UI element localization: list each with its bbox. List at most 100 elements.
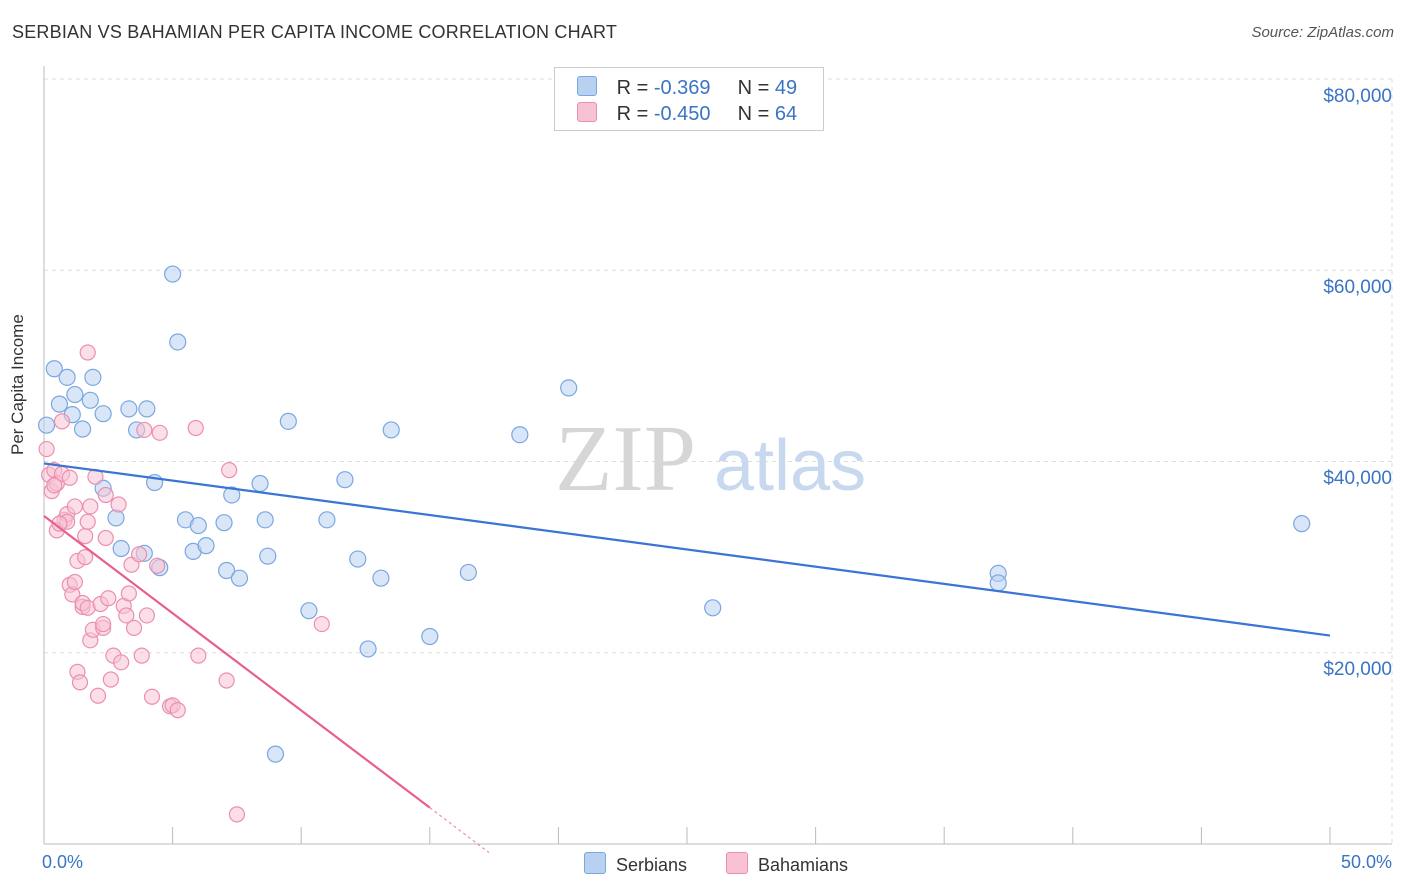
bahamians-n-value: 64 (774, 103, 798, 125)
bahamians-r-value: -0.450 (653, 103, 711, 125)
legend-item-serbians[interactable]: Serbians (584, 852, 687, 876)
bahamians-point (77, 527, 94, 545)
bahamians-point (77, 549, 94, 566)
bahamians-point (143, 688, 161, 705)
bahamians-point (187, 419, 204, 437)
serbians-point (230, 569, 249, 587)
bahamians-point (125, 619, 143, 636)
serbians-point (66, 385, 84, 404)
serbians-point (169, 333, 187, 351)
serbians-point (112, 539, 130, 558)
bahamians-point (136, 421, 153, 439)
serbians-point (189, 516, 207, 535)
r-label: R = (616, 103, 649, 125)
trend-lines (43, 462, 1331, 854)
bahamians-point (110, 496, 127, 513)
bahamians-point (79, 344, 96, 361)
serbians-point (300, 602, 318, 620)
serbians-point (73, 420, 92, 438)
serbians-point (218, 561, 236, 580)
x-tick-label-min: 0.0% (42, 852, 84, 872)
serbians-point (704, 599, 722, 617)
serbians-r-value: -0.369 (653, 77, 711, 99)
serbians-point (50, 395, 69, 413)
serbians-point (989, 574, 1007, 592)
serbians-point (318, 511, 336, 529)
bahamians-point (97, 529, 114, 547)
bahamians-point (221, 462, 238, 479)
bahamians-point (131, 546, 148, 563)
data-points (37, 265, 1311, 823)
serbians-point (336, 471, 354, 489)
serbians-swatch (577, 76, 597, 96)
bahamians-point (113, 654, 130, 671)
bahamians-point (313, 615, 330, 633)
chart-source: Source: ZipAtlas.com (1251, 24, 1394, 41)
bahamians-point (218, 672, 235, 689)
bahamians-point (95, 615, 112, 633)
y-tick-label: $80,000 (1323, 86, 1392, 107)
serbians-point (256, 511, 274, 529)
bahamians-trend-extension (429, 807, 490, 854)
bahamians-point (97, 486, 114, 504)
bahamians-legend-label: Bahamians (758, 855, 849, 875)
serbians-point (58, 368, 76, 386)
bahamians-point (53, 413, 71, 430)
serbians-legend-swatch (584, 852, 606, 874)
watermark-zip: ZIP (555, 407, 696, 511)
serbians-point (94, 405, 112, 423)
serbians-trend-line (43, 462, 1331, 637)
serbians-point (164, 265, 182, 283)
legend-row-serbians: R = -0.369 N = 49 (577, 76, 797, 100)
n-label: N = (737, 103, 770, 125)
serbians-point (560, 379, 578, 397)
serbians-point (45, 360, 63, 378)
serbians-point (251, 474, 269, 493)
serbians-point (421, 627, 439, 646)
serbians-legend-label: Serbians (616, 855, 688, 875)
serbians-point (107, 509, 125, 527)
bahamians-point (51, 515, 68, 532)
serbians-point (511, 426, 529, 444)
bahamians-point (149, 557, 166, 574)
bahamians-point (190, 647, 207, 664)
bahamians-point (66, 573, 83, 591)
watermark-atlas: atlas (714, 426, 866, 506)
serbians-point (372, 569, 390, 587)
bahamians-swatch (577, 102, 597, 122)
serbians-point (459, 563, 477, 582)
bahamians-point (79, 513, 96, 530)
serbians-n-value: 49 (774, 77, 798, 99)
stats-legend: R = -0.369 N = 49 R = -0.450 N = 64 (554, 67, 824, 131)
legend-item-bahamians[interactable]: Bahamians (726, 852, 848, 876)
y-tick-label: $40,000 (1323, 468, 1392, 489)
bahamians-point (151, 424, 168, 441)
y-axis-label: Per Capita Income (8, 314, 27, 455)
r-label: R = (616, 77, 649, 99)
y-tick-label: $60,000 (1323, 277, 1392, 298)
serbians-point (279, 412, 297, 430)
serbians-point (349, 550, 367, 568)
chart-title: SERBIAN VS BAHAMIAN PER CAPITA INCOME CO… (12, 22, 618, 42)
bahamians-point (100, 590, 117, 607)
bahamians-point (133, 647, 150, 664)
watermark: ZIP atlas (555, 407, 866, 511)
serbians-point (259, 547, 277, 565)
serbians-point (84, 368, 102, 386)
bahamians-point (66, 498, 83, 515)
bahamians-point (89, 687, 107, 704)
bahamians-point (102, 671, 119, 688)
serbians-point (382, 421, 400, 439)
serbians-point (197, 537, 215, 555)
serbians-point (120, 400, 138, 418)
bahamians-point (169, 702, 186, 719)
n-label: N = (737, 77, 770, 99)
serbians-point (223, 486, 241, 504)
serbians-point (359, 640, 377, 658)
bahamians-point (138, 607, 155, 624)
bahamians-point (118, 607, 135, 624)
legend-row-bahamians: R = -0.450 N = 64 (577, 102, 797, 126)
serbians-point (215, 514, 233, 532)
bahamians-point (71, 674, 89, 691)
